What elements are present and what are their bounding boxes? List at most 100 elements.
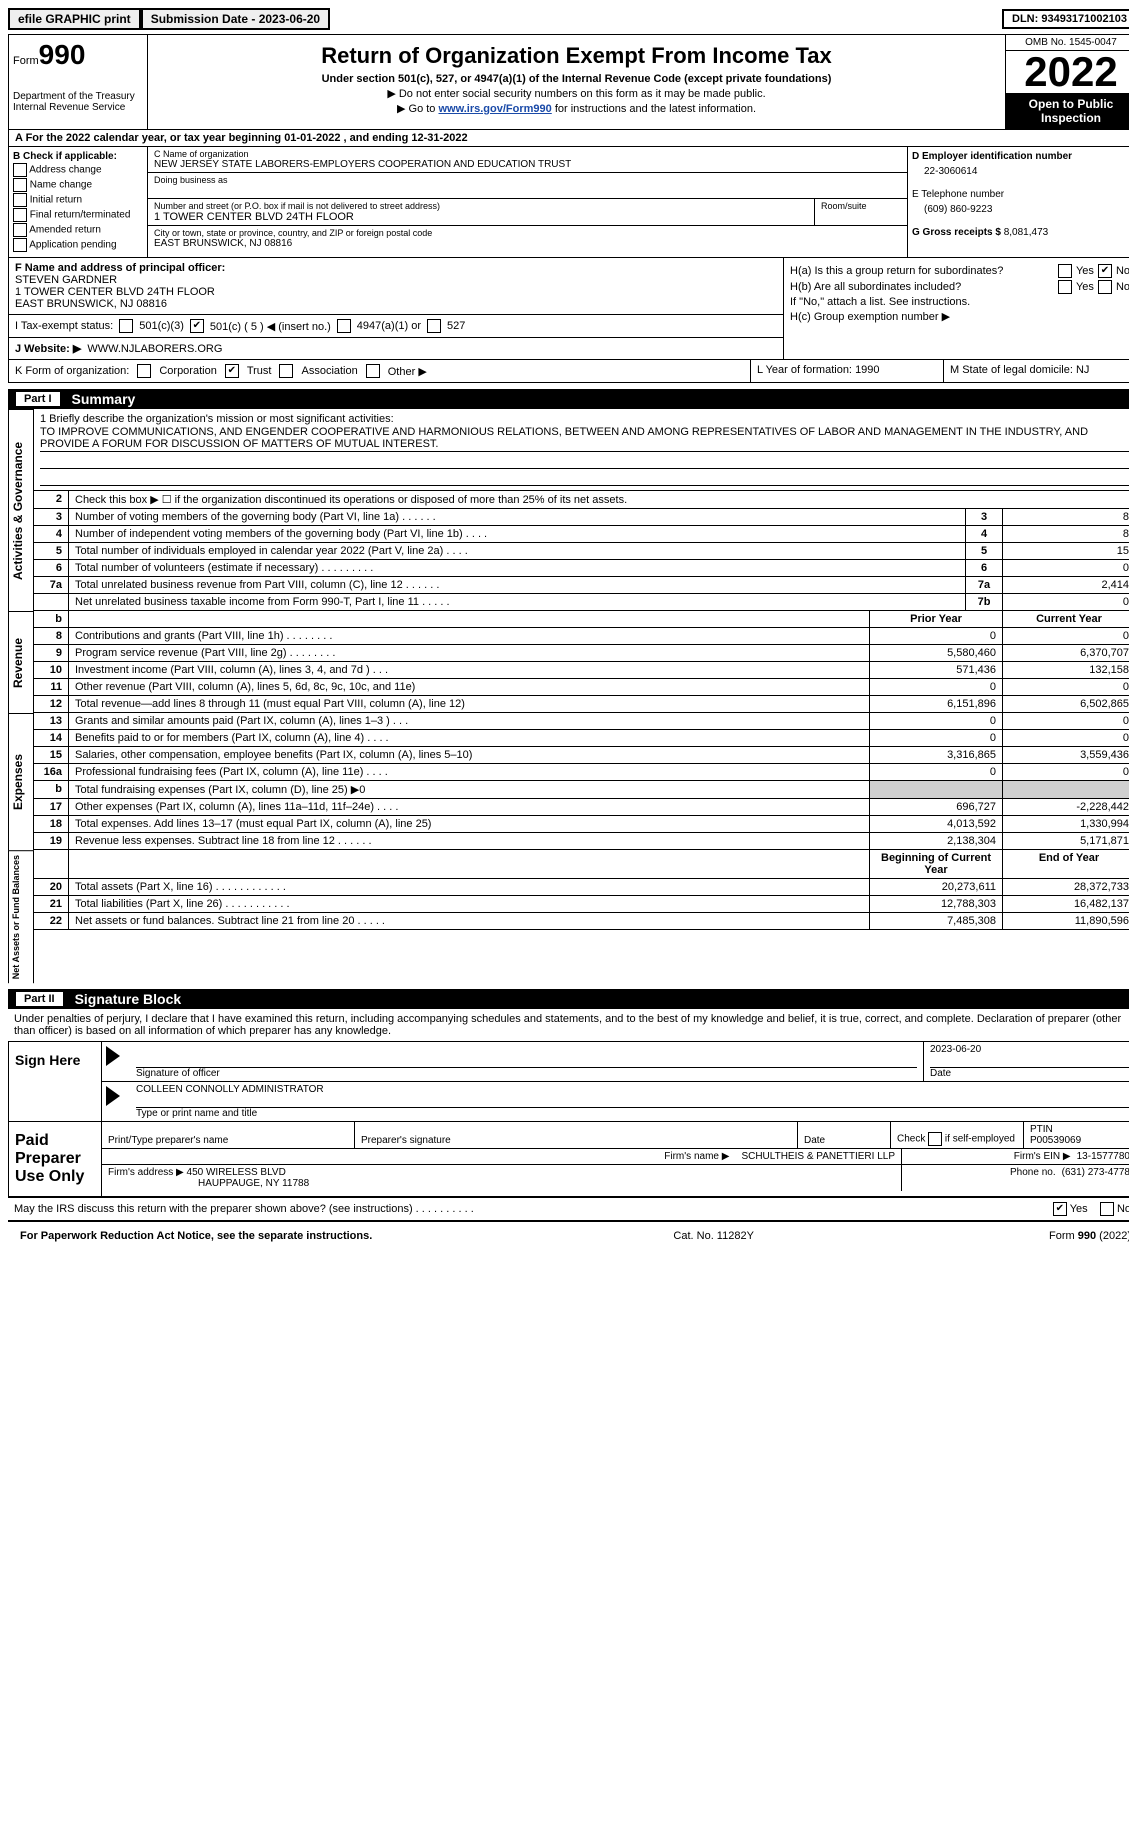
org-name-label: C Name of organization — [154, 149, 901, 159]
line-val: 2,414 — [1003, 577, 1129, 594]
line-desc: Number of independent voting members of … — [69, 526, 966, 543]
line2: Check this box ▶ ☐ if the organization d… — [69, 491, 1129, 509]
line-desc: Grants and similar amounts paid (Part IX… — [69, 713, 870, 730]
firm-name: SCHULTHEIS & PANETTIERI LLP — [741, 1151, 895, 1162]
sig-arrow-icon — [106, 1046, 120, 1066]
part2-title: Signature Block — [75, 991, 182, 1007]
prep-date-label: Date — [804, 1135, 884, 1146]
line-current: 0 — [1003, 764, 1129, 781]
chk-other[interactable] — [366, 364, 380, 378]
firm-ein: 13-1577780 — [1077, 1151, 1129, 1162]
state-domicile-label: M State of legal domicile: — [950, 364, 1073, 376]
paid-preparer-label: Paid Preparer Use Only — [9, 1122, 102, 1196]
line-prior: 2,138,304 — [870, 833, 1003, 850]
dln: DLN: 93493171002103 — [1002, 9, 1129, 29]
line-val: 8 — [1003, 526, 1129, 543]
line-current: 132,158 — [1003, 662, 1129, 679]
chk-self-employed[interactable] — [928, 1132, 942, 1146]
efile-print-button[interactable]: efile GRAPHIC print — [8, 8, 141, 30]
chk-501c[interactable] — [190, 319, 204, 333]
form-org-label: K Form of organization: — [15, 365, 129, 377]
sig-arrow-icon-2 — [106, 1086, 120, 1106]
chk-assoc[interactable] — [279, 364, 293, 378]
form-subtitle: Under section 501(c), 527, or 4947(a)(1)… — [156, 73, 997, 85]
year-block: OMB No. 1545-0047 2022 Open to Public In… — [1006, 35, 1129, 129]
sig-officer-label: Signature of officer — [136, 1068, 917, 1079]
cat-no: Cat. No. 11282Y — [673, 1230, 754, 1242]
chk-corp[interactable] — [137, 364, 151, 378]
ein-value: 22-3060614 — [912, 162, 1129, 177]
line-current: 0 — [1003, 730, 1129, 747]
chk-527[interactable] — [427, 319, 441, 333]
chk-final-return[interactable]: Final return/terminated — [13, 208, 143, 222]
line-current: 6,370,707 — [1003, 645, 1129, 662]
line-num: 8 — [34, 628, 69, 645]
line-prior — [870, 781, 1003, 799]
form-number: 990 — [39, 39, 86, 70]
line-desc: Revenue less expenses. Subtract line 18 … — [69, 833, 870, 850]
line-box: 6 — [966, 560, 1003, 577]
goto-note: ▶ Go to www.irs.gov/Form990 for instruct… — [156, 102, 997, 115]
line-num: 6 — [34, 560, 69, 577]
department: Department of the Treasury Internal Reve… — [13, 91, 143, 113]
line-desc: Salaries, other compensation, employee b… — [69, 747, 870, 764]
hdr-end: End of Year — [1003, 850, 1129, 879]
line-val: 15 — [1003, 543, 1129, 560]
line-num: 21 — [34, 896, 69, 913]
firm-ein-label: Firm's EIN ▶ — [1014, 1151, 1071, 1162]
line-num: 17 — [34, 799, 69, 816]
year-formation: 1990 — [855, 364, 879, 376]
sig-date: 2023-06-20 — [930, 1044, 1129, 1055]
ha-yes[interactable] — [1058, 264, 1072, 278]
line-current: 0 — [1003, 679, 1129, 696]
discuss-yes[interactable] — [1053, 1202, 1067, 1216]
discuss-no[interactable] — [1100, 1202, 1114, 1216]
ha-no[interactable] — [1098, 264, 1112, 278]
line-num: 5 — [34, 543, 69, 560]
irs-link[interactable]: www.irs.gov/Form990 — [438, 103, 551, 115]
mission-text: TO IMPROVE COMMUNICATIONS, AND ENGENDER … — [40, 425, 1129, 452]
line-prior: 5,580,460 — [870, 645, 1003, 662]
street-value: 1 TOWER CENTER BLVD 24TH FLOOR — [154, 211, 808, 223]
line-prior: 571,436 — [870, 662, 1003, 679]
firm-phone-label: Phone no. — [1010, 1167, 1056, 1178]
chk-application-pending[interactable]: Application pending — [13, 238, 143, 252]
sig-intro: Under penalties of perjury, I declare th… — [8, 1009, 1129, 1041]
line-prior: 0 — [870, 628, 1003, 645]
chk-initial-return[interactable]: Initial return — [13, 193, 143, 207]
line-val: 8 — [1003, 509, 1129, 526]
line-val: 0 — [1003, 560, 1129, 577]
city-label: City or town, state or province, country… — [154, 228, 901, 238]
chk-amended-return[interactable]: Amended return — [13, 223, 143, 237]
col-c-org-info: C Name of organization NEW JERSEY STATE … — [148, 147, 908, 257]
line-desc: Program service revenue (Part VIII, line… — [69, 645, 870, 662]
hb-yes[interactable] — [1058, 280, 1072, 294]
line-current: 0 — [1003, 713, 1129, 730]
mission-label: 1 Briefly describe the organization's mi… — [40, 413, 1129, 425]
line-desc: Contributions and grants (Part VIII, lin… — [69, 628, 870, 645]
phone-value: (609) 860-9223 — [912, 200, 1129, 215]
line-current: 3,559,436 — [1003, 747, 1129, 764]
org-name: NEW JERSEY STATE LABORERS-EMPLOYERS COOP… — [154, 159, 901, 170]
officer-addr2: EAST BRUNSWICK, NJ 08816 — [15, 298, 777, 310]
part2-header: Part II Signature Block — [8, 989, 1129, 1009]
line-box: 5 — [966, 543, 1003, 560]
chk-4947[interactable] — [337, 319, 351, 333]
hb-no[interactable] — [1098, 280, 1112, 294]
line-num: 12 — [34, 696, 69, 713]
side-revenue: Revenue — [8, 611, 34, 713]
firm-phone: (631) 273-4778 — [1062, 1167, 1129, 1178]
chk-name-change[interactable]: Name change — [13, 178, 143, 192]
chk-trust[interactable] — [225, 364, 239, 378]
line-current: 6,502,865 — [1003, 696, 1129, 713]
form-title: Return of Organization Exempt From Incom… — [156, 43, 997, 69]
top-bar: efile GRAPHIC print Submission Date - 20… — [8, 8, 1129, 30]
line-desc: Total unrelated business revenue from Pa… — [69, 577, 966, 594]
hdr-current: Current Year — [1003, 611, 1129, 628]
group-return-block: H(a) Is this a group return for subordin… — [783, 258, 1129, 359]
room-label: Room/suite — [821, 201, 901, 211]
chk-501c3[interactable] — [119, 319, 133, 333]
line-prior: 0 — [870, 679, 1003, 696]
line-current: 16,482,137 — [1003, 896, 1129, 913]
chk-address-change[interactable]: Address change — [13, 163, 143, 177]
